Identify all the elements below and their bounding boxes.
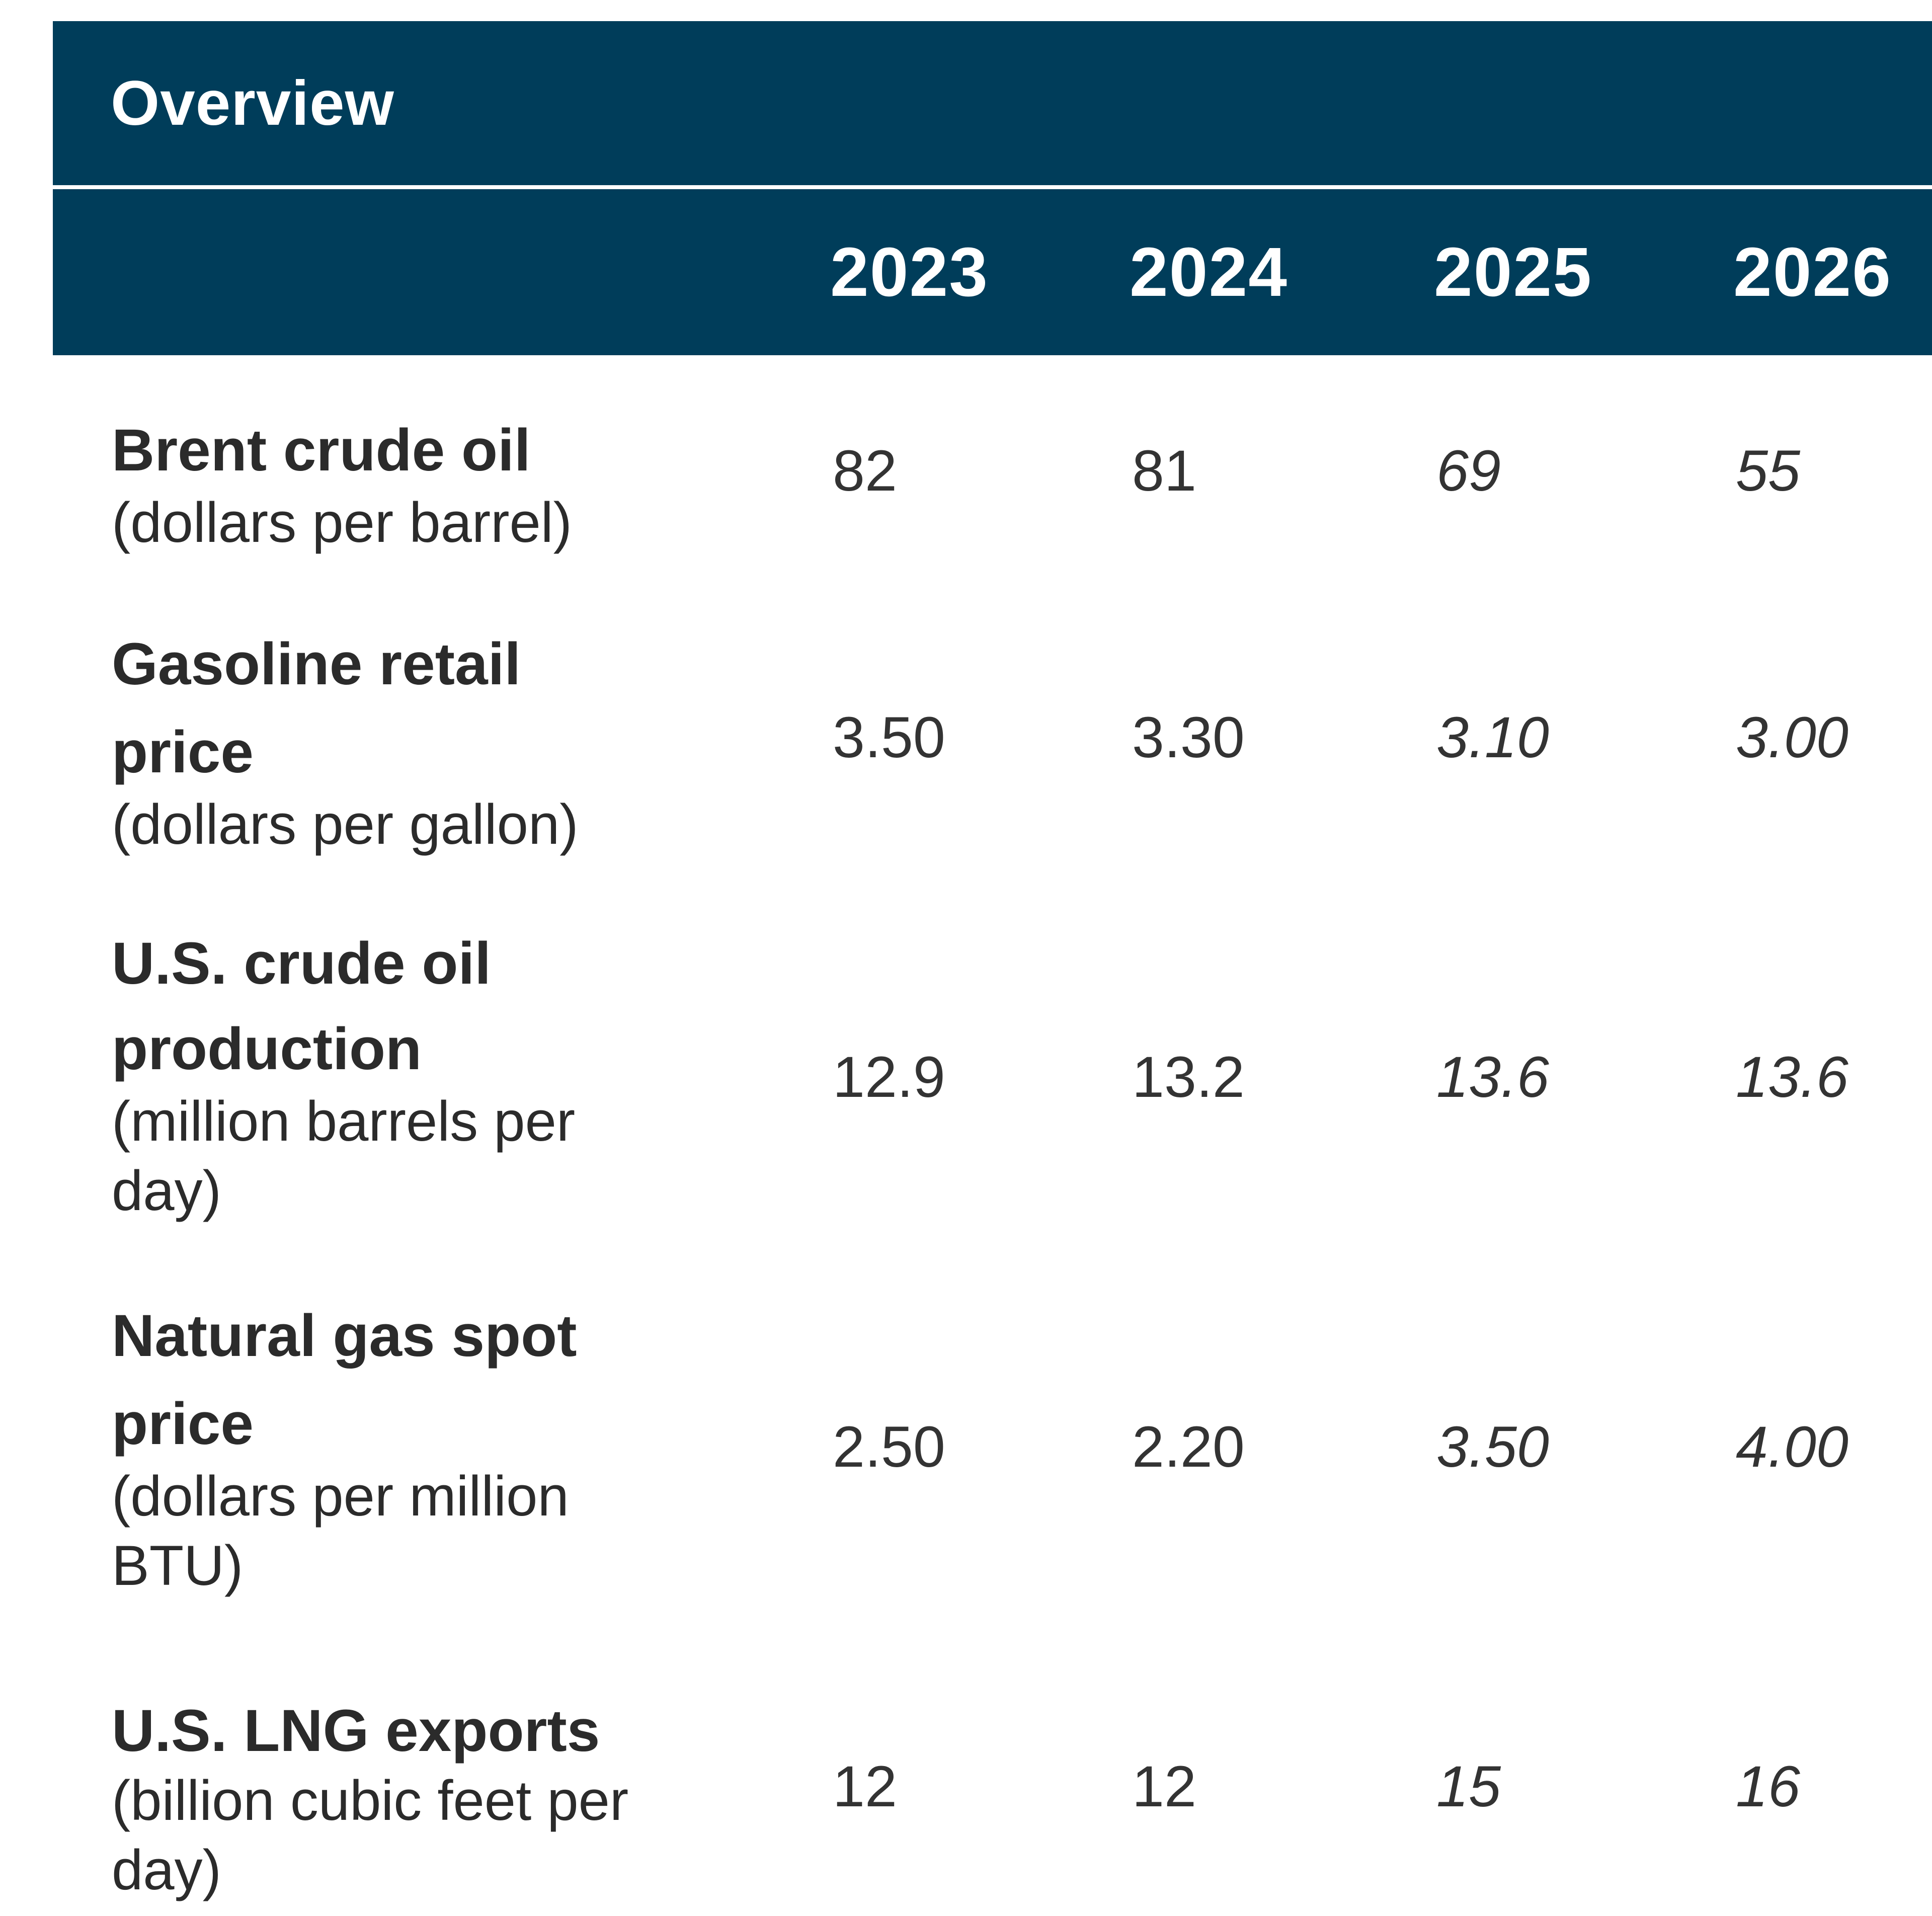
row-unit: day): [112, 1839, 221, 1901]
year-header-row: 2023 2024 2025 2026: [53, 189, 1932, 355]
cell-brent-2025: 69: [1436, 439, 1501, 503]
row-title: price: [112, 719, 254, 785]
table-title: Overview: [111, 68, 394, 138]
row-title: production: [112, 1016, 422, 1082]
cell-brent-2026: 55: [1736, 439, 1800, 503]
year-header-2025: 2025: [1434, 233, 1592, 311]
row-label-lng: U.S. LNG exports (billion cubic feet per…: [112, 1696, 726, 1905]
row-title: Gasoline retail: [112, 631, 521, 697]
cell-lng-2024: 12: [1132, 1754, 1196, 1819]
cell-gasoline-2023: 3.50: [833, 705, 945, 770]
cell-lng-2026: 16: [1736, 1754, 1800, 1819]
cell-gasoline-2026: 3.00: [1736, 705, 1848, 770]
row-label-brent: Brent crude oil (dollars per barrel): [112, 413, 726, 557]
cell-gasoline-2025: 3.10: [1436, 705, 1549, 770]
row-title: U.S. crude oil: [112, 930, 492, 997]
cell-lng-2023: 12: [833, 1754, 897, 1819]
cell-brent-2023: 82: [833, 439, 897, 503]
cell-brent-2024: 81: [1132, 439, 1196, 503]
row-unit: BTU): [112, 1534, 244, 1597]
year-header-2026: 2026: [1733, 233, 1892, 311]
row-unit: (dollars per gallon): [112, 793, 579, 856]
row-title: Natural gas spot: [112, 1303, 577, 1369]
row-unit: (billion cubic feet per: [112, 1769, 629, 1832]
row-unit: (dollars per million: [112, 1465, 569, 1528]
cell-crude-production-2024: 13.2: [1132, 1045, 1245, 1109]
cell-crude-production-2025: 13.6: [1436, 1045, 1549, 1109]
row-label-crude-production: U.S. crude oil production (million barre…: [112, 916, 726, 1226]
row-title: price: [112, 1391, 254, 1457]
cell-natgas-2025: 3.50: [1436, 1415, 1549, 1479]
row-unit: (million barrels per: [112, 1090, 576, 1153]
cell-lng-2025: 15: [1436, 1754, 1501, 1819]
cell-crude-production-2026: 13.6: [1736, 1045, 1848, 1109]
row-unit: (dollars per barrel): [112, 491, 572, 554]
year-header-2023: 2023: [830, 233, 989, 311]
row-unit: day): [112, 1159, 221, 1222]
cell-natgas-2023: 2.50: [833, 1415, 945, 1479]
cell-natgas-2024: 2.20: [1132, 1415, 1245, 1479]
row-title: Brent crude oil: [112, 417, 531, 484]
year-header-2024: 2024: [1130, 233, 1288, 311]
row-title: U.S. LNG exports: [112, 1698, 600, 1764]
row-label-gasoline: Gasoline retail price (dollars per gallo…: [112, 614, 726, 859]
cell-natgas-2026: 4.00: [1736, 1415, 1848, 1479]
row-label-natgas: Natural gas spot price (dollars per mill…: [112, 1286, 726, 1601]
cell-crude-production-2023: 12.9: [833, 1045, 945, 1109]
cell-gasoline-2024: 3.30: [1132, 705, 1245, 770]
overview-title-bar: Overview: [53, 21, 1932, 185]
